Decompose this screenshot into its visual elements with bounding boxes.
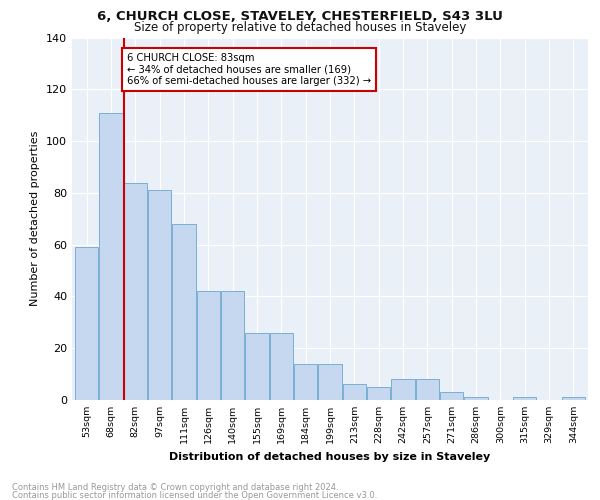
Text: Contains public sector information licensed under the Open Government Licence v3: Contains public sector information licen… (12, 491, 377, 500)
Bar (148, 190, 171, 400)
Bar (319, 364, 341, 400)
Bar (221, 291, 244, 400)
Bar (464, 398, 488, 400)
Bar (416, 380, 439, 400)
Bar (343, 384, 366, 400)
Bar (100, 112, 122, 400)
X-axis label: Distribution of detached houses by size in Staveley: Distribution of detached houses by size … (169, 452, 491, 462)
Text: Contains HM Land Registry data © Crown copyright and database right 2024.: Contains HM Land Registry data © Crown c… (12, 482, 338, 492)
Y-axis label: Number of detached properties: Number of detached properties (31, 131, 40, 306)
Bar (562, 398, 585, 400)
Bar (172, 224, 196, 400)
Bar (391, 380, 415, 400)
Bar (245, 332, 269, 400)
Bar (197, 291, 220, 400)
Bar (440, 392, 463, 400)
Bar (294, 364, 317, 400)
Bar (124, 182, 147, 400)
Text: Size of property relative to detached houses in Staveley: Size of property relative to detached ho… (134, 21, 466, 34)
Text: 6, CHURCH CLOSE, STAVELEY, CHESTERFIELD, S43 3LU: 6, CHURCH CLOSE, STAVELEY, CHESTERFIELD,… (97, 10, 503, 23)
Text: 6 CHURCH CLOSE: 83sqm
← 34% of detached houses are smaller (169)
66% of semi-det: 6 CHURCH CLOSE: 83sqm ← 34% of detached … (127, 53, 371, 86)
Bar (367, 387, 390, 400)
Bar (75, 247, 98, 400)
Bar (270, 332, 293, 400)
Bar (513, 398, 536, 400)
